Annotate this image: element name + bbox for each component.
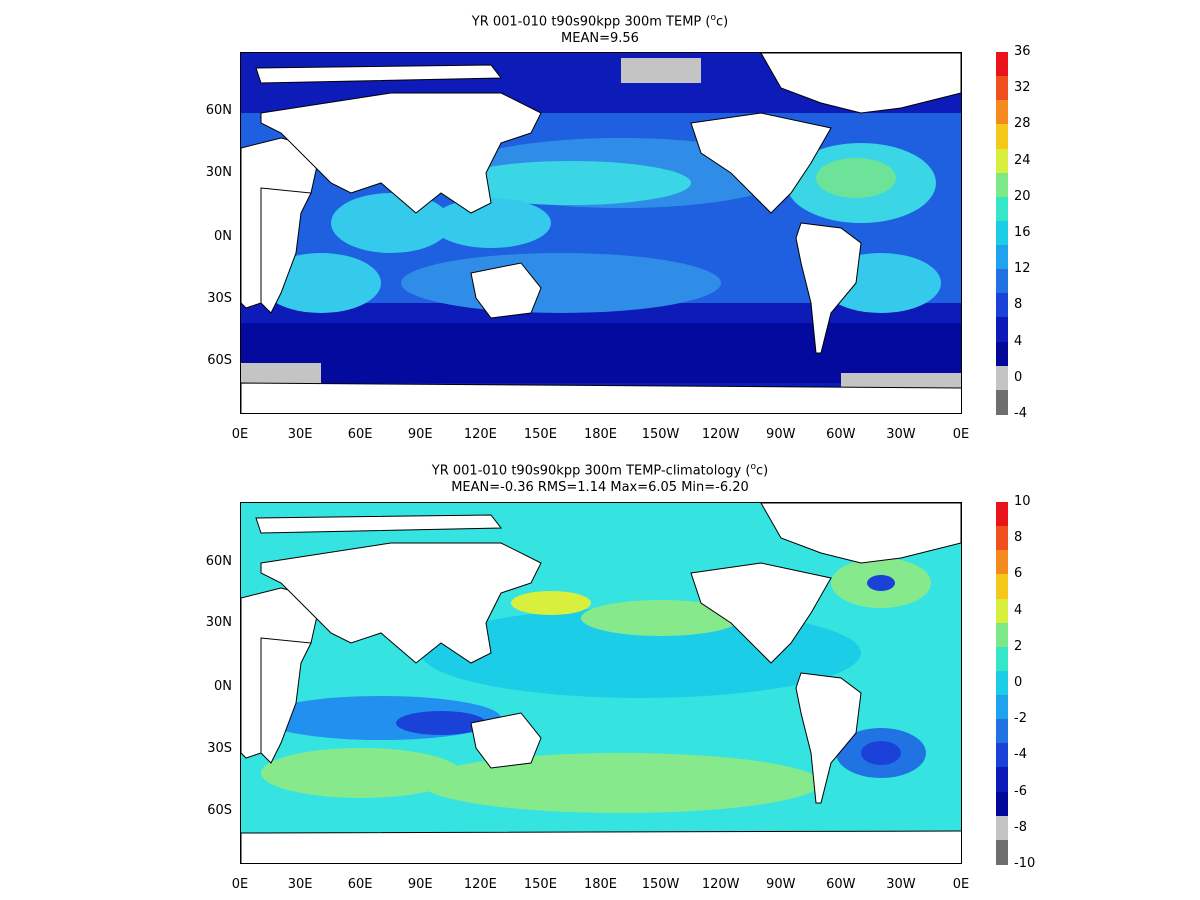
- top-colorbar-segment: [996, 365, 1008, 391]
- top-colorbar-label: 36: [1014, 44, 1031, 59]
- top-xtick-0: 0E: [231, 427, 249, 442]
- top-xtick-10: 60W: [826, 427, 856, 442]
- top-xtick-5: 150E: [523, 427, 557, 442]
- top-colorbar-segment: [996, 245, 1008, 271]
- top-colorbar-label: 0: [1014, 369, 1023, 385]
- bottom-xtick-10: 60W: [826, 877, 856, 892]
- bottom-ytick-30s: 30S: [207, 741, 232, 756]
- bottom-colorbar-segment: [996, 502, 1008, 527]
- bottom-colorbar-label: 6: [1014, 566, 1023, 582]
- top-colorbar-label: 4: [1014, 333, 1023, 349]
- bottom-xtick-12: 0E: [952, 877, 970, 892]
- bottom-ytick-0n: 0N: [214, 679, 232, 694]
- bottom-panel-subtitle: MEAN=-0.36 RMS=1.14 Max=6.05 Min=-6.20: [451, 480, 749, 495]
- bottom-colorbar: [996, 502, 1008, 865]
- top-colorbar-label: 24: [1014, 152, 1031, 168]
- bottom-xtick-1: 30E: [287, 877, 313, 892]
- top-ytick-30s: 30S: [207, 291, 232, 306]
- top-ytick-30n: 30N: [205, 165, 232, 180]
- top-ytick-60s: 60S: [207, 353, 232, 368]
- bottom-colorbar-segment: [996, 839, 1008, 865]
- top-colorbar-segment: [996, 196, 1008, 222]
- bottom-colorbar-segment: [996, 719, 1008, 745]
- top-colorbar-segment: [996, 52, 1008, 77]
- top-colorbar-segment: [996, 76, 1008, 102]
- bottom-ytick-60s: 60S: [207, 803, 232, 818]
- top-colorbar-segment: [996, 148, 1008, 174]
- bottom-map-field: [241, 503, 961, 863]
- top-colorbar-segment: [996, 100, 1008, 126]
- top-colorbar-segment: [996, 124, 1008, 150]
- top-colorbar-label: 16: [1014, 225, 1031, 240]
- bottom-colorbar-segment: [996, 622, 1008, 648]
- top-colorbar-segment: [996, 317, 1008, 343]
- top-colorbar-label: 8: [1014, 297, 1023, 313]
- bottom-colorbar-segment: [996, 574, 1008, 600]
- bottom-xtick-9: 90W: [766, 877, 796, 892]
- bottom-colorbar-label: 4: [1014, 602, 1023, 618]
- top-xtick-9: 90W: [766, 427, 796, 442]
- bottom-colorbar-label: -4: [1014, 747, 1027, 763]
- bottom-colorbar-segment: [996, 598, 1008, 624]
- top-colorbar-segment: [996, 172, 1008, 198]
- top-colorbar-label: 20: [1014, 188, 1031, 204]
- bottom-colorbar-label: -6: [1014, 783, 1027, 799]
- bottom-colorbar-label: 0: [1014, 675, 1023, 690]
- bottom-xtick-4: 120E: [463, 877, 497, 892]
- top-colorbar-segment: [996, 341, 1008, 367]
- top-panel-title: YR 001-010 t90s90kpp 300m TEMP (oc): [471, 13, 729, 30]
- top-panel-subtitle: MEAN=9.56: [561, 31, 639, 46]
- bottom-colorbar-label: 10: [1014, 494, 1031, 509]
- bottom-panel-title: YR 001-010 t90s90kpp 300m TEMP-climatolo…: [431, 462, 769, 479]
- bottom-xtick-2: 60E: [347, 877, 373, 892]
- top-xtick-4: 120E: [463, 427, 497, 442]
- bottom-xtick-0: 0E: [231, 877, 249, 892]
- bottom-colorbar-label: -2: [1014, 711, 1027, 727]
- top-colorbar-segment: [996, 269, 1008, 295]
- bottom-xtick-11: 30W: [886, 877, 916, 892]
- top-xtick-1: 30E: [287, 427, 313, 442]
- bottom-xtick-6: 180E: [583, 877, 618, 892]
- top-ytick-0n: 0N: [214, 229, 232, 244]
- bottom-xtick-5: 150E: [523, 877, 557, 892]
- bottom-colorbar-segment: [996, 526, 1008, 552]
- top-colorbar-segment: [996, 293, 1008, 319]
- bottom-colorbar-segment: [996, 791, 1008, 817]
- top-colorbar-label: 28: [1014, 116, 1031, 132]
- bottom-xtick-3: 90E: [407, 877, 433, 892]
- top-map-field: [241, 53, 961, 413]
- bottom-colorbar-label: -10: [1014, 856, 1036, 871]
- bottom-colorbar-label: -8: [1014, 819, 1027, 835]
- bottom-colorbar-segment: [996, 550, 1008, 576]
- bottom-colorbar-segment: [996, 815, 1008, 841]
- bottom-colorbar-segment: [996, 670, 1008, 696]
- top-colorbar-label: 32: [1014, 80, 1031, 96]
- bottom-ytick-60n: 60N: [205, 554, 232, 569]
- bottom-ytick-30n: 30N: [205, 615, 232, 630]
- bottom-colorbar-segment: [996, 646, 1008, 672]
- top-map[interactable]: [240, 52, 962, 414]
- top-colorbar-label: -4: [1014, 406, 1027, 421]
- top-xtick-3: 90E: [407, 427, 433, 442]
- bottom-xtick-8: 120W: [701, 877, 740, 892]
- top-colorbar-segment: [996, 220, 1008, 246]
- top-xtick-11: 30W: [886, 427, 916, 442]
- bottom-colorbar-segment: [996, 743, 1008, 769]
- top-colorbar-segment: [996, 389, 1008, 415]
- bottom-colorbar-label: 2: [1014, 638, 1023, 654]
- bottom-xtick-7: 150W: [641, 877, 680, 892]
- top-xtick-6: 180E: [583, 427, 618, 442]
- bottom-map[interactable]: [240, 502, 962, 864]
- top-ytick-60n: 60N: [205, 103, 232, 118]
- top-xtick-12: 0E: [952, 427, 970, 442]
- top-xtick-8: 120W: [701, 427, 740, 442]
- top-xtick-7: 150W: [641, 427, 680, 442]
- bottom-colorbar-label: 8: [1014, 530, 1023, 546]
- bottom-colorbar-segment: [996, 695, 1008, 721]
- top-xtick-2: 60E: [347, 427, 373, 442]
- top-colorbar-label: 12: [1014, 261, 1031, 277]
- top-colorbar: [996, 52, 1008, 415]
- bottom-colorbar-segment: [996, 767, 1008, 793]
